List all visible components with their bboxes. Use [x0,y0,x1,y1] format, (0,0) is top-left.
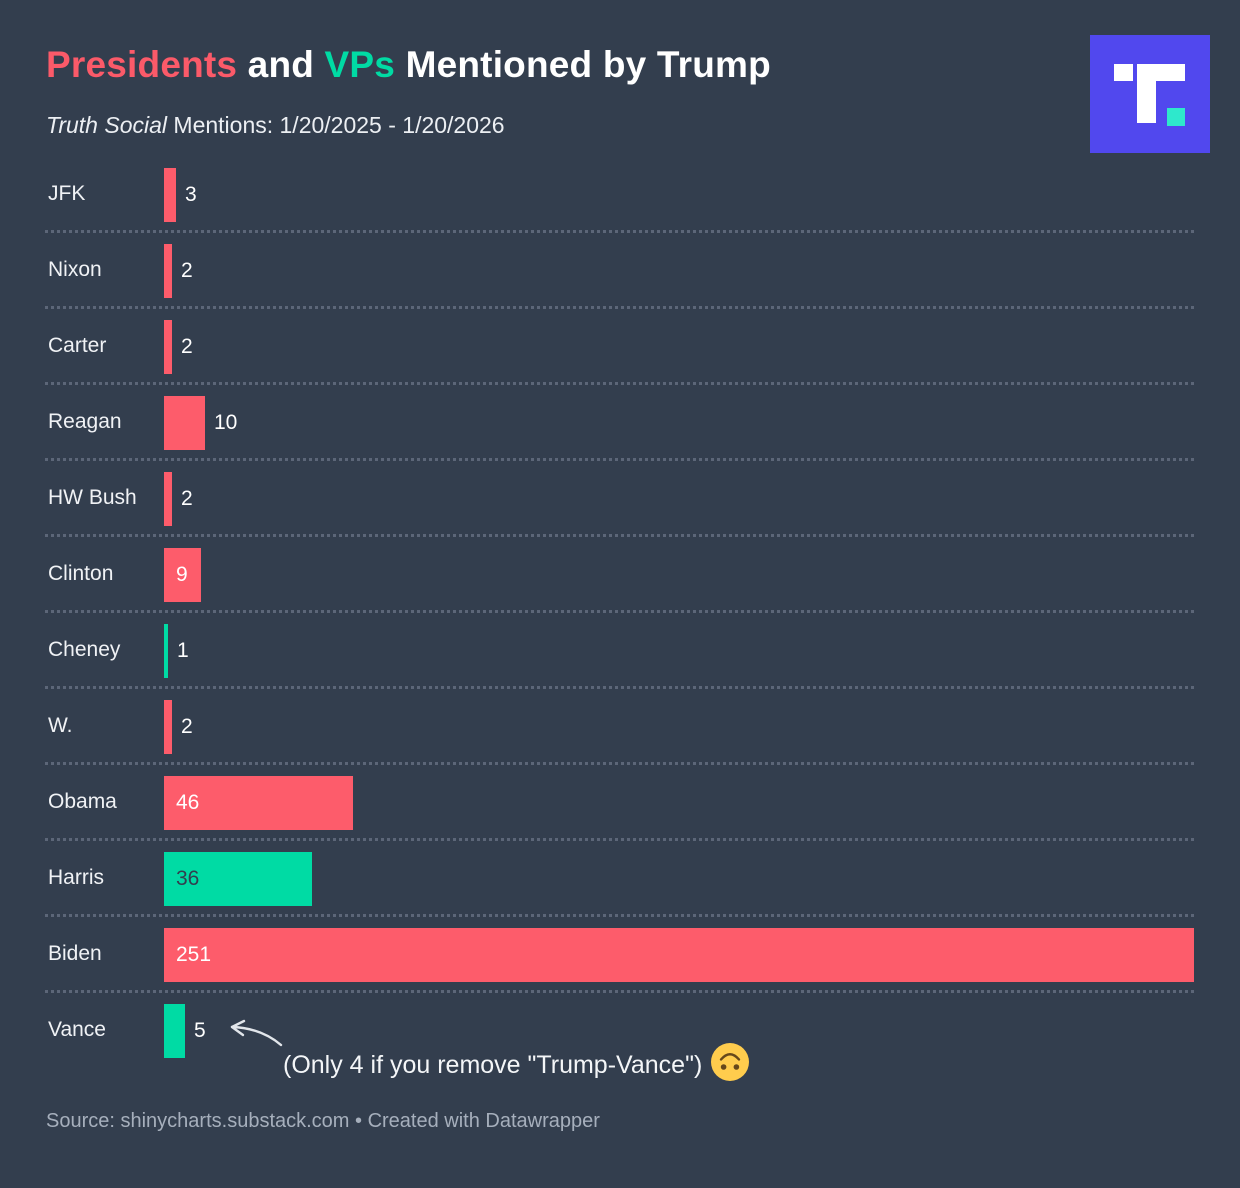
logo-teal-square [1167,108,1185,126]
chart-row: Nixon 2 [45,233,1194,309]
subtitle-rest: Mentions: 1/20/2025 - 1/20/2026 [167,112,505,138]
bar[interactable]: 9 [164,548,201,602]
chart-subtitle: Truth Social Mentions: 1/20/2025 - 1/20/… [46,112,505,139]
category-label: W. [48,714,73,737]
bar-chart: JFK 3 Nixon 2 Carter 2 Reagan 10 HW Bush 2 Clinton… [45,157,1194,1069]
category-label: Biden [48,942,102,965]
chart-row: Carter 2 [45,309,1194,385]
chart-row: HW Bush 2 [45,461,1194,537]
value-label: 36 [176,867,200,890]
value-label: 2 [181,715,193,738]
category-label: JFK [48,182,86,205]
title-rest: Mentioned by Trump [395,44,771,85]
bar[interactable]: 36 [164,852,312,906]
chart-row: Biden 251 [45,917,1194,993]
upside-down-face-emoji-icon [711,1043,750,1081]
chart-row: Reagan 10 [45,385,1194,461]
value-label: 1 [177,639,189,662]
category-label: Reagan [48,410,122,433]
bar[interactable] [164,244,172,298]
annotation-label: (Only 4 if you remove "Trump-Vance") [283,1051,703,1079]
title-presidents: Presidents [46,44,238,85]
chart-row: Vance 5 [45,993,1194,1069]
bar[interactable]: 251 [164,928,1194,982]
category-label: HW Bush [48,486,137,509]
page-title: Presidents and VPs Mentioned by Trump [46,44,771,86]
category-label: Vance [48,1018,106,1041]
category-label: Clinton [48,562,114,585]
chart-row: Harris 36 [45,841,1194,917]
category-label: Harris [48,866,104,889]
value-label: 10 [214,411,238,434]
category-label: Carter [48,334,107,357]
bar[interactable] [164,700,172,754]
value-label: 2 [181,335,193,358]
value-label: 3 [185,183,197,206]
category-label: Obama [48,790,117,813]
bar[interactable]: 46 [164,776,353,830]
bar[interactable] [164,472,172,526]
logo-white-square [1114,64,1133,81]
title-vps: VPs [324,44,396,85]
annotation-text: (Only 4 if you remove "Trump-Vance") [283,1042,750,1082]
chart-row: Cheney 1 [45,613,1194,689]
subtitle-italic: Truth Social [46,112,168,138]
value-label: 2 [181,259,193,282]
bar[interactable] [164,396,205,450]
chart-row: Clinton 9 [45,537,1194,613]
chart-row: W. 2 [45,689,1194,765]
bar[interactable] [164,1004,185,1058]
bar[interactable] [164,320,172,374]
category-label: Cheney [48,638,121,661]
value-label: 9 [176,563,188,586]
bar[interactable] [164,168,176,222]
bar[interactable] [164,624,168,678]
category-label: Nixon [48,258,102,281]
value-label: 251 [176,943,212,966]
annotation-arrow-icon [230,1019,283,1047]
truth-social-logo-icon [1090,35,1210,153]
chart-row: Obama 46 [45,765,1194,841]
chart-footer: Source: shinycharts.substack.com • Creat… [46,1110,600,1132]
value-label: 5 [194,1019,206,1042]
logo-t-stem [1137,64,1156,123]
value-label: 2 [181,487,193,510]
chart-row: JFK 3 [45,157,1194,233]
value-label: 46 [176,791,200,814]
title-and: and [237,44,325,85]
